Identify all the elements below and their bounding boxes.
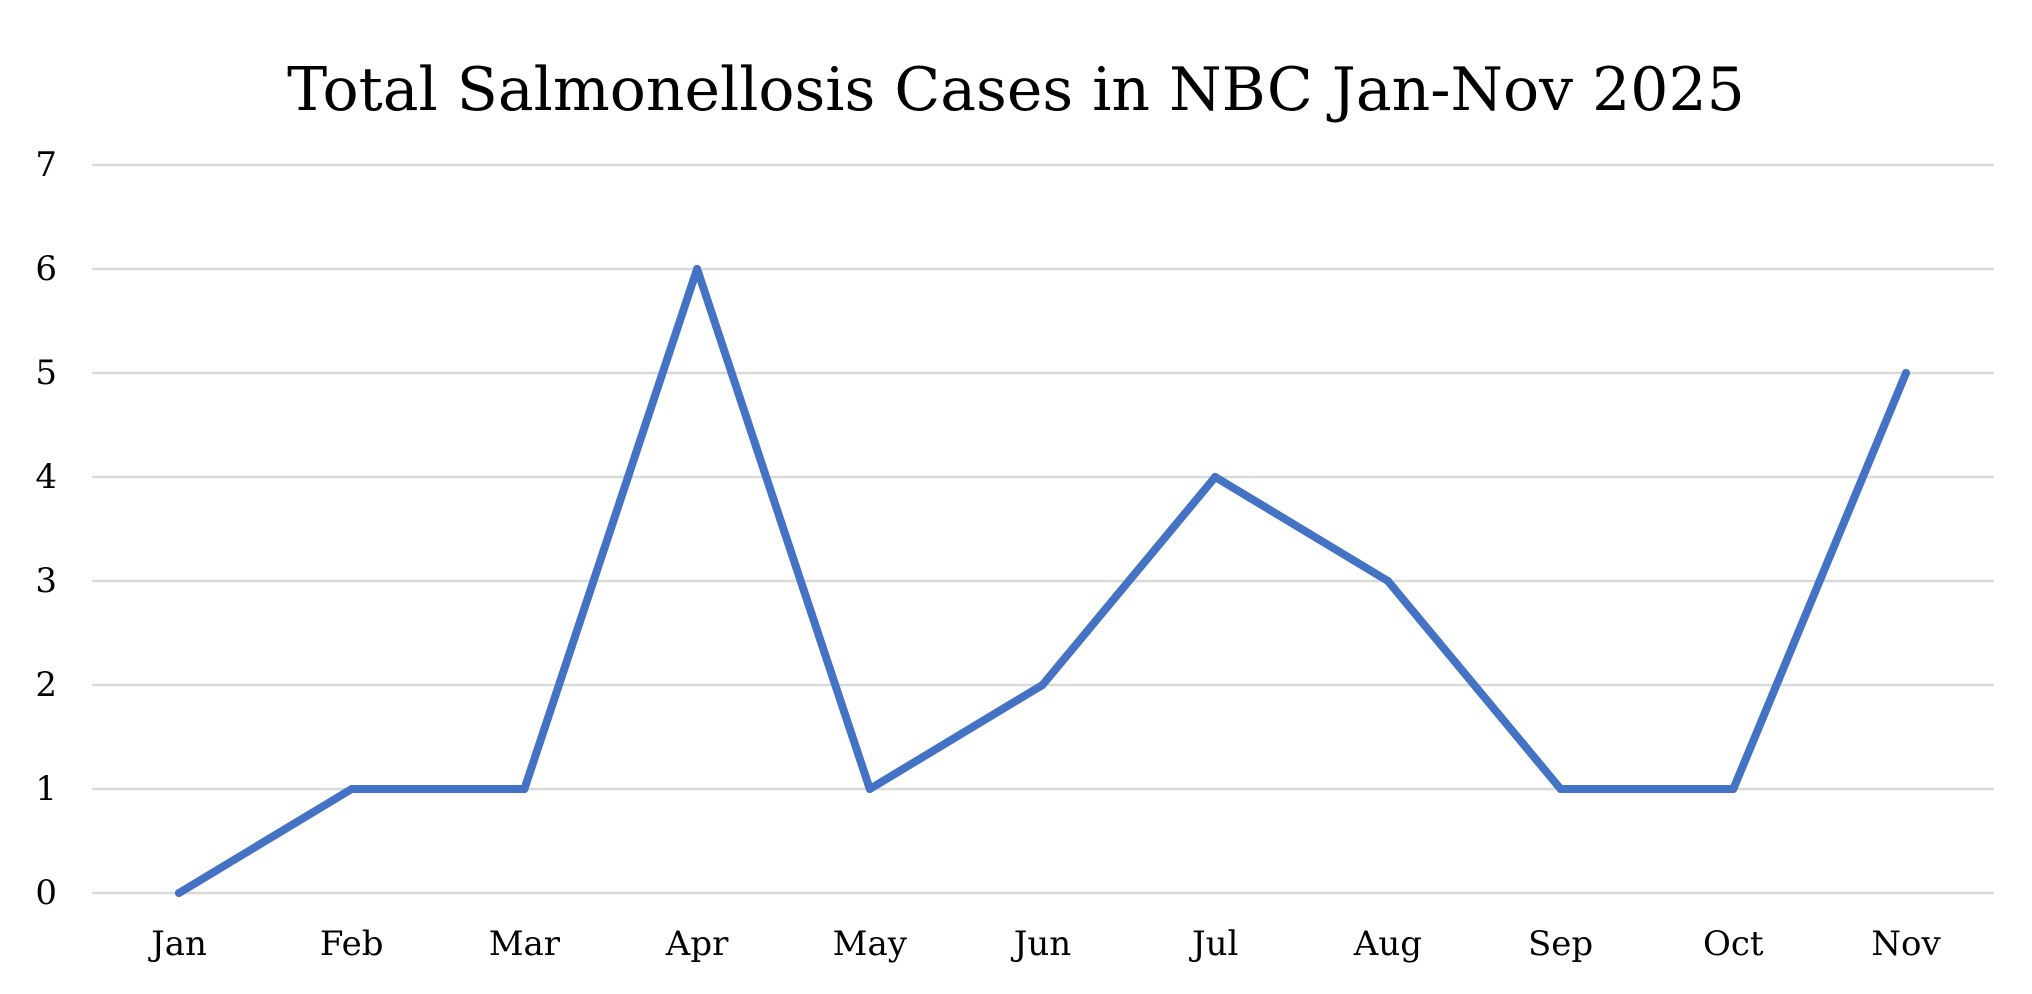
data-point-sep: [1556, 785, 1565, 793]
x-tick-label: Nov: [1871, 924, 1941, 964]
y-tick-label: 0: [35, 873, 57, 913]
y-tick-label: 3: [35, 561, 57, 601]
y-tick-label: 2: [35, 665, 57, 705]
data-point-jul: [1211, 473, 1220, 481]
data-point-aug: [1383, 577, 1392, 585]
x-tick-label: Jul: [1189, 924, 1238, 964]
x-tick-label: Sep: [1528, 924, 1593, 964]
data-point-jun: [1038, 681, 1047, 689]
series-layer: [175, 265, 1910, 897]
data-point-apr: [693, 265, 702, 273]
y-tick-label: 1: [35, 769, 57, 809]
chart-title: Total Salmonellosis Cases in NBC Jan-Nov…: [287, 55, 1745, 125]
x-tick-label: Aug: [1353, 924, 1422, 964]
x-tick-label: Feb: [320, 924, 384, 964]
data-point-mar: [520, 785, 529, 793]
y-axis-tick-labels: 0 1 2 3 4 5 6 7: [35, 145, 57, 913]
x-tick-label: Oct: [1703, 924, 1764, 964]
x-axis-tick-labels: Jan Feb Mar Apr May Jun Jul Aug Sep Oct Nov: [148, 924, 1941, 964]
y-tick-label: 4: [35, 457, 57, 497]
y-tick-label: 7: [35, 145, 57, 185]
data-point-may: [865, 785, 874, 793]
x-tick-label: Apr: [665, 924, 729, 964]
data-point-oct: [1729, 785, 1738, 793]
data-point-nov: [1902, 369, 1910, 377]
gridlines: [92, 163, 1994, 895]
x-tick-label: Jun: [1011, 924, 1071, 964]
x-tick-label: Jan: [148, 924, 207, 964]
data-point-feb: [347, 785, 356, 793]
x-tick-label: May: [833, 924, 908, 964]
y-tick-label: 6: [35, 249, 57, 289]
y-tick-label: 5: [35, 353, 57, 393]
data-point-jan: [175, 889, 183, 897]
x-tick-label: Mar: [489, 924, 561, 964]
